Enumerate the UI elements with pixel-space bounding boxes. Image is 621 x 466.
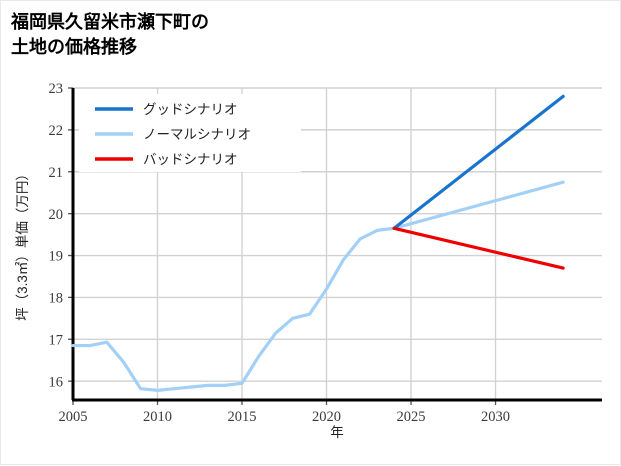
y-tick-label: 17 xyxy=(49,332,64,348)
x-tick-label: 2015 xyxy=(228,409,257,425)
x-tick-label: 2025 xyxy=(397,409,426,425)
legend-label-1: グッドシナリオ xyxy=(143,102,238,117)
y-tick-label: 19 xyxy=(49,249,64,265)
y-axis-title: 坪（3.3㎡）単価（万円） xyxy=(15,167,30,321)
series-line-3 xyxy=(392,226,565,270)
series-line-1 xyxy=(392,94,565,230)
y-tick-label: 20 xyxy=(49,207,64,223)
y-tick-label: 23 xyxy=(49,81,64,97)
x-tick-label: 2010 xyxy=(143,409,172,425)
y-tick-label: 22 xyxy=(49,123,64,139)
legend-label-2: ノーマルシナリオ xyxy=(143,127,251,142)
x-tick-label: 2030 xyxy=(481,409,510,425)
x-axis-ticks-group: 2005 2010 2015 2020 2025 2030 xyxy=(59,400,510,425)
y-tick-label: 18 xyxy=(49,291,64,307)
page-title: 福岡県久留米市瀬下町の 土地の価格推移 xyxy=(11,12,209,57)
y-tick-label: 21 xyxy=(49,165,64,181)
series-line-2 xyxy=(71,180,565,392)
y-axis-ticks-group: 16 17 18 19 20 21 22 23 xyxy=(49,81,73,390)
y-tick-label: 16 xyxy=(49,374,64,390)
x-tick-label: 2005 xyxy=(59,409,88,425)
legend-label-3: バッドシナリオ xyxy=(143,152,238,167)
data-series-group xyxy=(71,94,565,392)
x-axis-title: 年 xyxy=(330,425,344,440)
x-tick-label: 2020 xyxy=(312,409,341,425)
